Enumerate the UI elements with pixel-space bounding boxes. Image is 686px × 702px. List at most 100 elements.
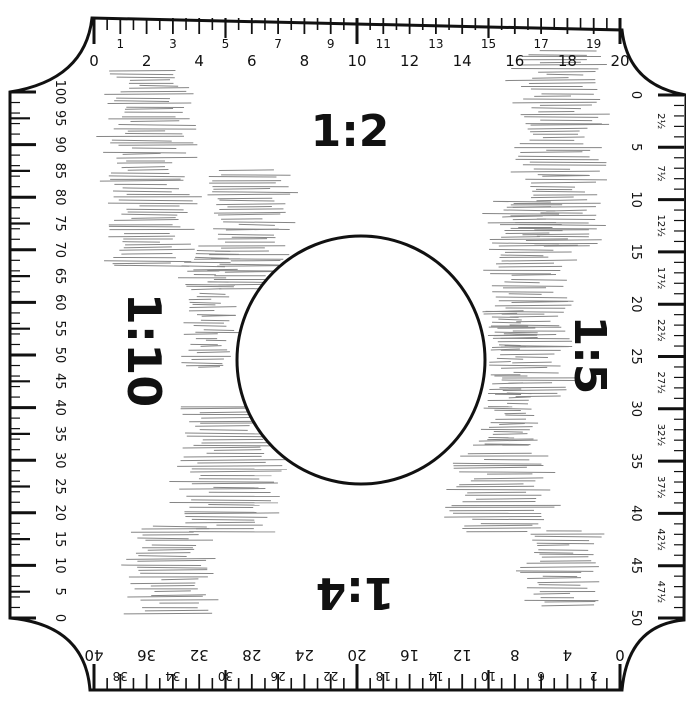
left-tick-label: 20 <box>52 505 67 522</box>
top-tick-label: 4 <box>194 52 204 70</box>
left-tick-label: 10 <box>52 557 67 574</box>
left-tick-label: 25 <box>52 478 67 495</box>
left-tick-label: 60 <box>52 294 67 311</box>
left-tick-label: 100 <box>52 80 67 105</box>
top-tick-label: 6 <box>247 52 257 70</box>
left-tick-label: 85 <box>52 163 67 180</box>
left-tick-label: 35 <box>52 426 67 443</box>
left-tick-label: 80 <box>52 189 67 206</box>
right-tick-label: 10 <box>628 191 643 208</box>
right-tick-label: 40 <box>628 505 643 522</box>
right-tick-label: 30 <box>628 401 643 418</box>
left-tick-label: 50 <box>52 347 67 364</box>
left-tick-label: 5 <box>52 588 67 596</box>
bottom-tick-label: 2 <box>590 669 598 683</box>
bottom-tick-label: 8 <box>510 646 520 664</box>
right-tick-label: 27½ <box>655 371 667 394</box>
left-tick-label: 45 <box>52 373 67 390</box>
top-tick-label: 20 <box>610 52 629 70</box>
left-tick-label: 95 <box>52 110 67 127</box>
top-tick-label: 0 <box>89 52 99 70</box>
top-tick-label: 12 <box>400 52 419 70</box>
left-tick-label: 70 <box>52 242 67 259</box>
right-tick-label: 15 <box>628 244 643 261</box>
ratio-top: 1:2 <box>311 106 390 157</box>
right-scale-labels: 0 2½ 5 7½ 10 12½ 15 17½ 20 22½ 25 27½ 30 32½ 35 37½ 40 42… <box>628 91 667 626</box>
bottom-tick-label: 14 <box>428 669 443 683</box>
bottom-tick-label: 28 <box>242 646 261 664</box>
right-tick-label: 0 <box>628 91 643 99</box>
bottom-tick-label: 40 <box>84 646 103 664</box>
right-tick-label: 42½ <box>655 528 667 551</box>
bottom-tick-label: 32 <box>190 646 209 664</box>
left-tick-label: 55 <box>52 320 67 337</box>
ratio-bottom: 1:4 <box>316 567 395 618</box>
right-tick-label: 17½ <box>655 267 667 290</box>
top-tick-label: 2 <box>142 52 152 70</box>
bottom-tick-label: 16 <box>400 646 419 664</box>
left-tick-label: 30 <box>52 452 67 469</box>
left-tick-label: 0 <box>52 614 67 622</box>
center-hole <box>235 234 487 486</box>
top-tick-label: 10 <box>347 52 366 70</box>
top-tick-label: 7 <box>274 37 282 51</box>
bottom-tick-label: 38 <box>113 669 128 683</box>
bottom-tick-label: 20 <box>347 646 366 664</box>
right-scale-ticks <box>658 93 684 620</box>
top-tick-label: 19 <box>586 37 601 51</box>
left-tick-label: 75 <box>52 215 67 232</box>
top-scale-ticks <box>92 18 622 44</box>
top-tick-label: 18 <box>558 52 577 70</box>
top-tick-label: 14 <box>453 52 472 70</box>
right-tick-label: 32½ <box>655 424 667 447</box>
ratio-right: 1:5 <box>564 316 615 395</box>
bottom-tick-label: 10 <box>481 669 496 683</box>
bottom-scale-ticks <box>92 664 622 690</box>
top-tick-label: 3 <box>169 37 177 51</box>
top-tick-label: 16 <box>505 52 524 70</box>
bottom-tick-label: 4 <box>563 646 573 664</box>
top-tick-label: 5 <box>222 37 230 51</box>
ratio-left: 1:10 <box>117 293 171 407</box>
top-tick-label: 11 <box>376 37 391 51</box>
right-tick-label: 50 <box>628 610 643 627</box>
right-tick-label: 35 <box>628 453 643 470</box>
left-tick-label: 40 <box>52 399 67 416</box>
bottom-tick-label: 22 <box>323 669 338 683</box>
shading-hatch <box>96 50 610 615</box>
right-tick-label: 12½ <box>655 215 667 238</box>
top-tick-label: 15 <box>481 37 496 51</box>
bottom-tick-label: 24 <box>295 646 314 664</box>
bottom-tick-label: 18 <box>376 669 391 683</box>
bottom-tick-label: 6 <box>537 669 545 683</box>
top-tick-label: 13 <box>428 37 443 51</box>
right-tick-label: 2½ <box>655 113 667 129</box>
left-tick-label: 65 <box>52 268 67 285</box>
bottom-tick-label: 0 <box>615 646 625 664</box>
top-tick-label: 9 <box>327 37 335 51</box>
left-scale-ticks <box>10 90 36 620</box>
right-tick-label: 47½ <box>655 581 667 604</box>
left-scale-labels: 0 5 10 15 20 25 30 35 40 45 50 55 60 65 70 75 80 85 90 95 10… <box>52 80 67 623</box>
bottom-tick-label: 34 <box>165 669 180 683</box>
bottom-tick-label: 30 <box>218 669 233 683</box>
top-tick-label: 17 <box>533 37 548 51</box>
right-tick-label: 5 <box>628 143 643 151</box>
right-tick-label: 25 <box>628 348 643 365</box>
top-tick-label: 1 <box>116 37 124 51</box>
bottom-tick-label: 26 <box>270 669 285 683</box>
top-tick-label: 8 <box>300 52 310 70</box>
right-tick-label: 45 <box>628 557 643 574</box>
bottom-tick-label: 12 <box>453 646 472 664</box>
bottom-tick-label: 36 <box>137 646 156 664</box>
right-tick-label: 22½ <box>655 319 667 342</box>
left-tick-label: 15 <box>52 531 67 548</box>
right-tick-label: 20 <box>628 296 643 313</box>
right-tick-label: 7½ <box>655 165 667 181</box>
left-tick-label: 90 <box>52 136 67 153</box>
right-tick-label: 37½ <box>655 476 667 499</box>
